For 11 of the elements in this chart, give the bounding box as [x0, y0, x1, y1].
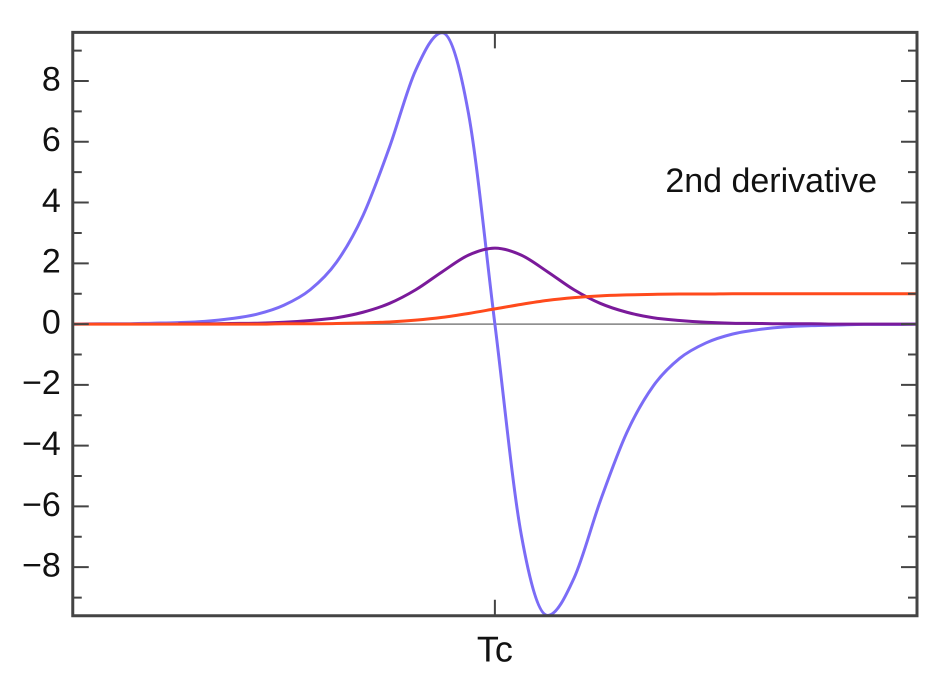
annotation: 2nd derivative: [665, 162, 877, 200]
y-tick-label: −4: [22, 425, 61, 464]
y-tick-label: 0: [42, 303, 61, 342]
y-tick-label: 2: [42, 242, 61, 281]
y-tick-label: −2: [22, 364, 61, 402]
y-tick-label: 8: [42, 60, 61, 98]
y-tick-label: 6: [42, 121, 61, 160]
y-tick-label: 4: [42, 182, 61, 220]
y-tick-label: −8: [22, 546, 61, 585]
x-axis-title: Tc: [476, 628, 513, 670]
y-tick-label: −6: [22, 486, 61, 524]
